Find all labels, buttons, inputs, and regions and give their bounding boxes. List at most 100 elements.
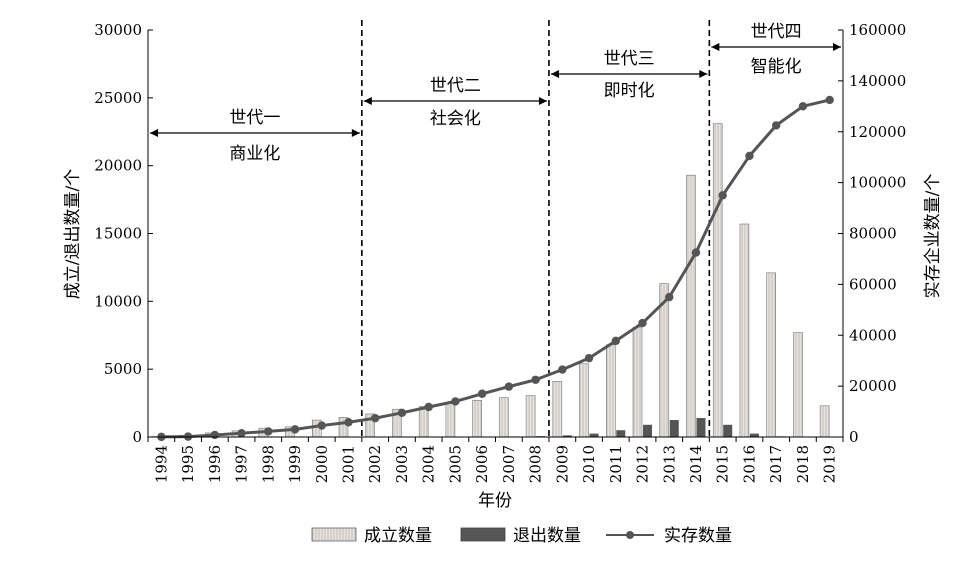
era-name-3: 世代三 xyxy=(604,49,655,69)
x-tick-label-1995: 1995 xyxy=(179,445,197,483)
legend: 成立数量 退出数量 实存数量 xyxy=(311,526,732,546)
bar-exited-2013 xyxy=(669,420,679,437)
point-existing-2019 xyxy=(825,95,834,105)
era-label-1: 商业化 xyxy=(229,144,280,164)
bar-established-2007 xyxy=(499,397,509,438)
point-existing-2018 xyxy=(798,102,808,111)
bar-established-2012 xyxy=(632,326,643,438)
legend-label-exited: 退出数量 xyxy=(513,526,581,546)
bar-established-2016 xyxy=(739,223,750,438)
x-tick-label-2007: 2007 xyxy=(500,445,518,483)
x-tick-label-2012: 2012 xyxy=(634,445,652,483)
bar-exited-2011 xyxy=(616,430,626,437)
y-right-tick-label-20000: 20000 xyxy=(849,377,897,395)
y-left-tick-label-20000: 20000 xyxy=(94,157,142,175)
y-right-tick-label-140000: 140000 xyxy=(849,72,906,90)
y-right-tick-label-60000: 60000 xyxy=(849,275,897,293)
bar-established-2018 xyxy=(793,332,803,438)
y-right-tick-label-40000: 40000 xyxy=(849,326,897,344)
axes xyxy=(147,30,844,438)
x-tick-label-2002: 2002 xyxy=(366,445,384,483)
y-right-tick-label-100000: 100000 xyxy=(849,174,906,192)
x-tick-label-2001: 2001 xyxy=(339,445,357,483)
bar-established-2014 xyxy=(686,174,696,438)
legend-label-established: 成立数量 xyxy=(364,526,432,546)
bar-established-2019 xyxy=(819,405,830,438)
point-existing-2011 xyxy=(611,336,620,346)
x-tick-label-2018: 2018 xyxy=(794,445,812,483)
era-arrow-right-4 xyxy=(833,43,841,51)
legend-swatch-exited xyxy=(460,527,506,542)
point-existing-2005 xyxy=(451,397,460,406)
y-left-tick-label-10000: 10000 xyxy=(94,292,142,310)
x-tick-label-2017: 2017 xyxy=(767,445,785,483)
bar-established-2004 xyxy=(418,406,429,438)
point-existing-2009 xyxy=(558,365,567,374)
point-existing-1997 xyxy=(237,428,246,438)
x-tick-label-2005: 2005 xyxy=(446,445,464,483)
era-label-2: 社会化 xyxy=(430,109,481,129)
line-layer xyxy=(157,95,834,442)
point-existing-1998 xyxy=(264,427,273,436)
era-name-1: 世代一 xyxy=(229,108,280,128)
bar-established-2015 xyxy=(712,123,723,438)
x-tick-label-2000: 2000 xyxy=(313,445,331,483)
legend-label-existing: 实存数量 xyxy=(664,526,732,546)
x-tick-label-1999: 1999 xyxy=(286,445,304,483)
bar-exited-2015 xyxy=(723,424,733,437)
legend-item-existing: 实存数量 xyxy=(606,526,732,546)
era-arrow-right-1 xyxy=(351,129,360,137)
legend-swatch-established xyxy=(311,527,357,542)
y-right-tick-label-0: 0 xyxy=(849,428,859,446)
era-arrow-right-2 xyxy=(538,97,547,105)
bar-established-2009 xyxy=(552,381,563,438)
x-tick-label-2015: 2015 xyxy=(714,445,732,483)
era-dividers xyxy=(361,20,711,437)
point-existing-2017 xyxy=(771,121,781,130)
bar-established-2005 xyxy=(445,402,456,438)
x-tick-label-2009: 2009 xyxy=(553,445,571,483)
x-tick-label-1996: 1996 xyxy=(206,445,224,483)
era-label-4: 智能化 xyxy=(751,57,802,77)
x-tick-label-2016: 2016 xyxy=(740,445,758,483)
bar-established-2011 xyxy=(605,344,616,438)
bar-exited-2009 xyxy=(562,435,572,437)
y-left-tick-label-5000: 5000 xyxy=(104,360,142,378)
point-existing-2012 xyxy=(638,318,647,328)
point-existing-2008 xyxy=(531,375,540,384)
era-name-4: 世代四 xyxy=(751,22,802,42)
y-right-tick-label-120000: 120000 xyxy=(849,123,906,141)
x-tick-label-2013: 2013 xyxy=(660,445,678,483)
point-existing-2016 xyxy=(745,151,754,161)
x-tick-label-2014: 2014 xyxy=(687,445,705,483)
y-left-tick-label-0: 0 xyxy=(132,428,142,446)
era-arrow-left-3 xyxy=(550,70,559,78)
y-left-tick-label-25000: 25000 xyxy=(94,89,142,107)
bar-exited-2014 xyxy=(696,418,706,437)
legend-item-established: 成立数量 xyxy=(311,526,432,546)
era-arrow-right-3 xyxy=(699,70,708,78)
bar-established-2006 xyxy=(472,400,482,438)
x-tick-label-2011: 2011 xyxy=(607,445,625,483)
bar-established-2017 xyxy=(766,272,776,438)
line-existing xyxy=(161,98,830,439)
point-existing-2013 xyxy=(665,292,674,302)
point-existing-2001 xyxy=(344,418,353,427)
point-existing-2014 xyxy=(691,248,701,257)
y-left-tick-label-15000: 15000 xyxy=(94,225,142,243)
point-existing-2007 xyxy=(504,382,514,391)
x-tick-label-2019: 2019 xyxy=(821,445,839,483)
era-name-2: 世代二 xyxy=(430,76,481,96)
point-existing-2010 xyxy=(584,353,594,363)
era-arrow-left-4 xyxy=(711,43,720,51)
bar-established-2008 xyxy=(525,395,536,438)
era-arrow-left-1 xyxy=(150,129,158,137)
y-left-tick-label-30000: 30000 xyxy=(94,21,142,39)
x-axis-title: 年份 xyxy=(478,491,512,511)
era-arrow-left-2 xyxy=(363,97,372,105)
